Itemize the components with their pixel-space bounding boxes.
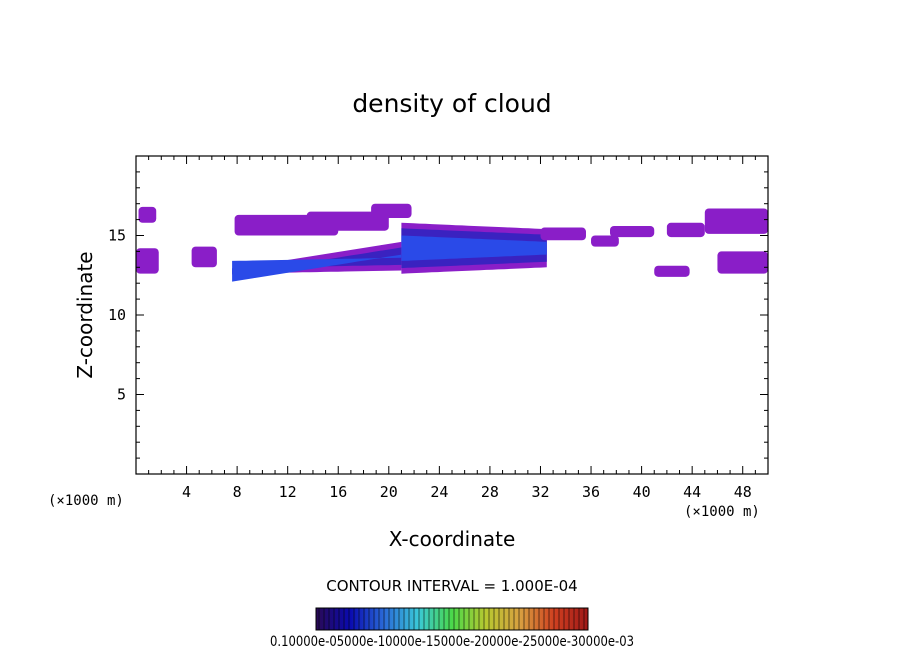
cloud-patch xyxy=(704,208,768,234)
x-tick-label: 32 xyxy=(531,483,549,501)
x-unit-label-right: (×1000 m) xyxy=(684,504,760,520)
cloud-patch xyxy=(306,211,389,231)
cloud-band-core xyxy=(232,254,402,282)
colorbar-labels: 0.10000e-05000e-10000e-15000e-20000e-250… xyxy=(270,634,634,650)
cloud-patch xyxy=(666,222,705,238)
x-tick-label: 24 xyxy=(430,483,448,501)
x-tick-label: 12 xyxy=(279,483,297,501)
cloud-patch xyxy=(591,235,619,247)
y-tick-label: 15 xyxy=(108,227,126,245)
y-tick-labels: 5 10 15 xyxy=(108,227,126,404)
cloud-patch xyxy=(138,206,157,223)
colorbar-divisions xyxy=(316,608,588,630)
x-tick-label: 36 xyxy=(582,483,600,501)
x-unit-label-left: (×1000 m) xyxy=(48,493,124,509)
cloud-patch xyxy=(654,265,690,277)
axis-ticks xyxy=(136,156,768,474)
cloud-patch xyxy=(540,227,586,241)
cloud-patch xyxy=(191,246,217,268)
cloud-patch xyxy=(371,203,412,219)
x-axis-label: X-coordinate xyxy=(389,527,516,551)
x-tick-label: 40 xyxy=(633,483,651,501)
x-tick-label: 16 xyxy=(329,483,347,501)
chart-title: density of cloud xyxy=(352,89,551,118)
y-tick-label: 10 xyxy=(108,306,126,324)
cloud-patch xyxy=(136,248,159,274)
plot-frame xyxy=(135,155,769,475)
x-tick-label: 4 xyxy=(182,483,191,501)
cloud-band-core xyxy=(401,235,547,261)
y-axis-label: Z-coordinate xyxy=(73,251,97,378)
cloud-density-field xyxy=(136,203,768,282)
x-tick-label: 28 xyxy=(481,483,499,501)
x-tick-label: 8 xyxy=(233,483,242,501)
x-tick-label: 48 xyxy=(734,483,752,501)
cloud-patch xyxy=(717,251,768,274)
x-tick-labels: 4 8 12 16 20 24 28 32 36 40 44 48 xyxy=(182,483,752,501)
colorbar-frame xyxy=(315,607,589,631)
y-tick-label: 5 xyxy=(117,386,126,404)
colorbar xyxy=(315,607,589,631)
x-tick-label: 20 xyxy=(380,483,398,501)
x-tick-label: 44 xyxy=(683,483,701,501)
cloud-patch xyxy=(610,225,655,238)
contour-interval-label: CONTOUR INTERVAL = 1.000E-04 xyxy=(326,577,577,595)
